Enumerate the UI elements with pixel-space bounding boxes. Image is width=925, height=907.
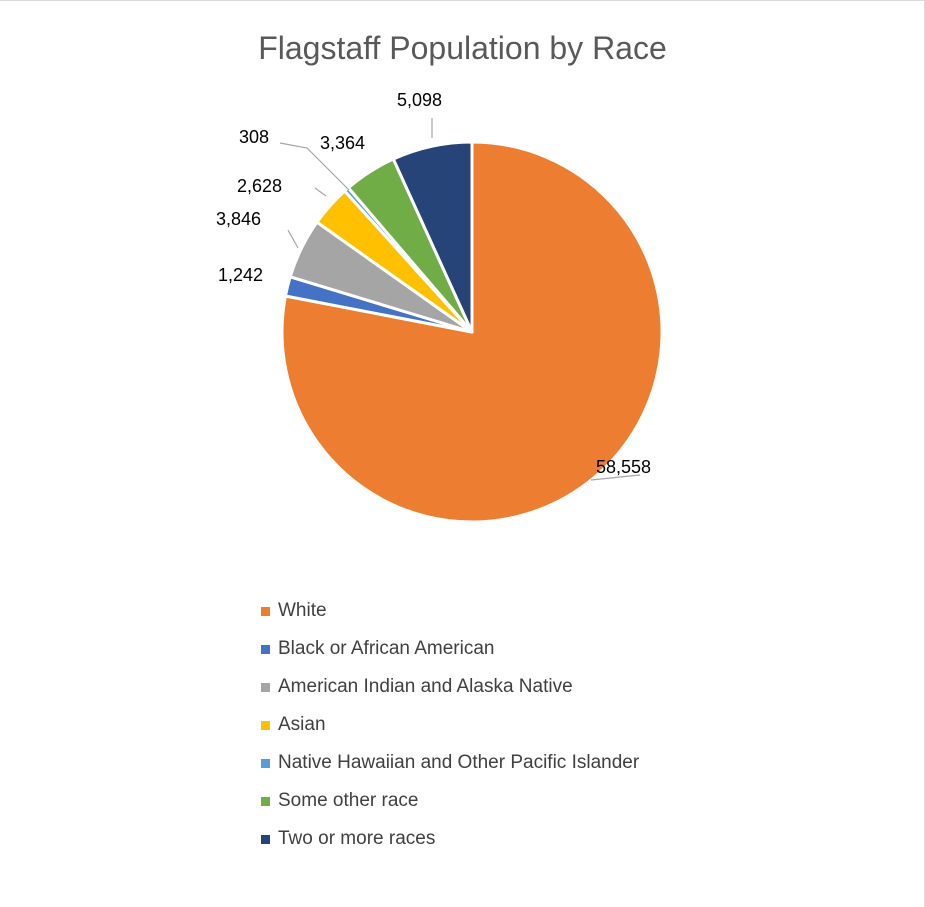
legend: White Black or African American American I… [261, 592, 639, 858]
chart-title: Flagstaff Population by Race [258, 30, 667, 66]
legend-item: Native Hawaiian and Other Pacific Island… [261, 744, 639, 782]
leader-line [279, 142, 350, 191]
legend-label: Black or African American [278, 638, 495, 659]
data-label: 5,098 [397, 90, 442, 110]
data-label: 3,364 [320, 133, 365, 153]
pie-slice-white [280, 140, 664, 524]
data-label: 2,628 [237, 176, 282, 196]
pie-chart: 58,558 1,242 3,846 2,628 308 3,364 5,098 [216, 90, 664, 524]
legend-label: White [278, 600, 327, 621]
legend-swatch [261, 644, 270, 654]
legend-label: Two or more races [278, 828, 436, 849]
legend-swatch [261, 796, 270, 806]
legend-swatch [261, 720, 270, 730]
legend-swatch [261, 758, 270, 768]
legend-item: Some other race [261, 782, 639, 820]
legend-label: American Indian and Alaska Native [278, 676, 573, 697]
legend-item: Asian [261, 706, 639, 744]
legend-swatch [261, 682, 270, 692]
leader-line [287, 229, 299, 249]
leader-line [590, 474, 641, 481]
legend-item: American Indian and Alaska Native [261, 668, 639, 706]
legend-label: Native Hawaiian and Other Pacific Island… [278, 752, 640, 773]
legend-item: Black or African American [261, 630, 639, 668]
leader-line [314, 187, 327, 197]
data-label: 308 [239, 127, 269, 147]
legend-item: Two or more races [261, 820, 639, 858]
legend-item: White [261, 592, 639, 630]
data-label: 58,558 [596, 457, 651, 477]
legend-swatch [261, 606, 270, 616]
legend-swatch [261, 834, 270, 844]
legend-label: Asian [278, 714, 326, 735]
pie-slice-two-or-more-races [391, 140, 474, 334]
legend-label: Some other race [278, 790, 419, 811]
data-label: 3,846 [216, 209, 261, 229]
data-label: 1,242 [218, 265, 263, 285]
